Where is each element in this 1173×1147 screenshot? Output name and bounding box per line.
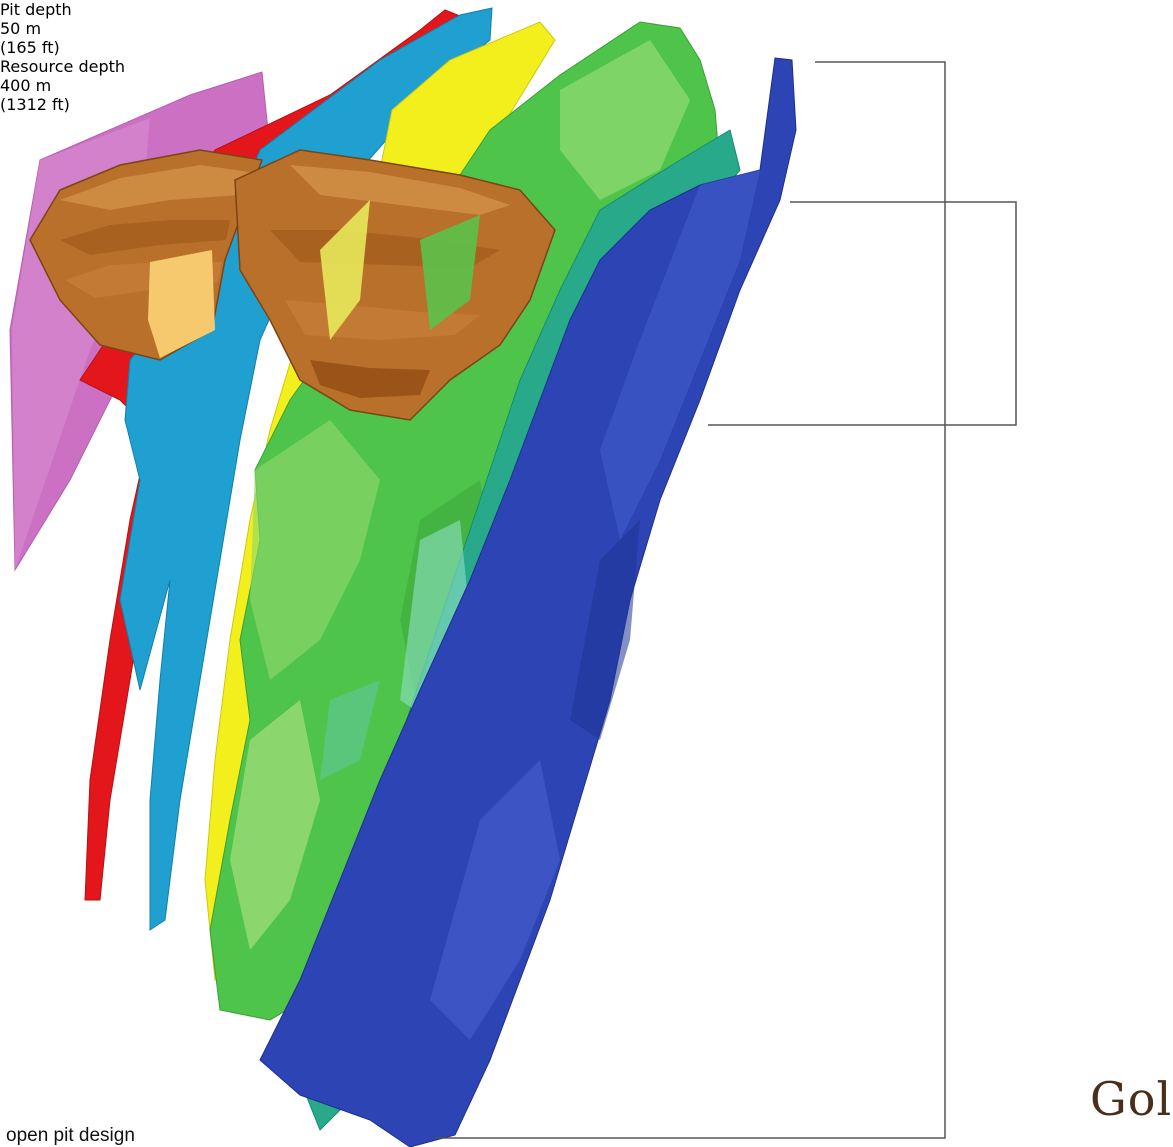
pit-depth-metric: 50 m <box>0 19 42 38</box>
resource-depth-label: Resource depth 400 m (1312 ft) <box>0 57 1173 114</box>
resource-depth-bracket <box>435 61 946 1139</box>
pit-bench <box>60 165 250 210</box>
pit-depth-imperial: (165 ft) <box>0 38 60 57</box>
figure-caption: open pit design <box>6 1125 135 1146</box>
pit-floor-ore <box>320 200 370 340</box>
pit-depth-label: Pit depth 50 m (165 ft) <box>0 0 1173 57</box>
blue-ore-zone-facet <box>600 170 760 540</box>
teal-ore-zone-facet <box>400 520 470 720</box>
pit-bench <box>290 165 510 215</box>
teal-ore-zone-facet <box>320 680 380 780</box>
pit-depth-bracket <box>708 201 1017 426</box>
pit-bench <box>60 220 230 255</box>
pit-floor-highlight <box>148 250 215 358</box>
green-ore-zone-facet <box>560 40 690 200</box>
pit-depth-title: Pit depth <box>0 0 72 19</box>
pit-floor-ore <box>420 215 480 330</box>
resource-depth-imperial: (1312 ft) <box>0 95 70 114</box>
pit-bench <box>310 360 430 398</box>
green-ore-zone-facet <box>230 700 320 950</box>
resource-depth-metric: 400 m <box>0 76 52 95</box>
blue-ore-zone-facet <box>430 760 560 1040</box>
company-logo-text: Gol <box>1090 1072 1173 1126</box>
resource-depth-title: Resource depth <box>0 57 126 76</box>
green-ore-zone-facet <box>250 420 380 680</box>
blue-ore-zone-facet <box>570 520 640 740</box>
